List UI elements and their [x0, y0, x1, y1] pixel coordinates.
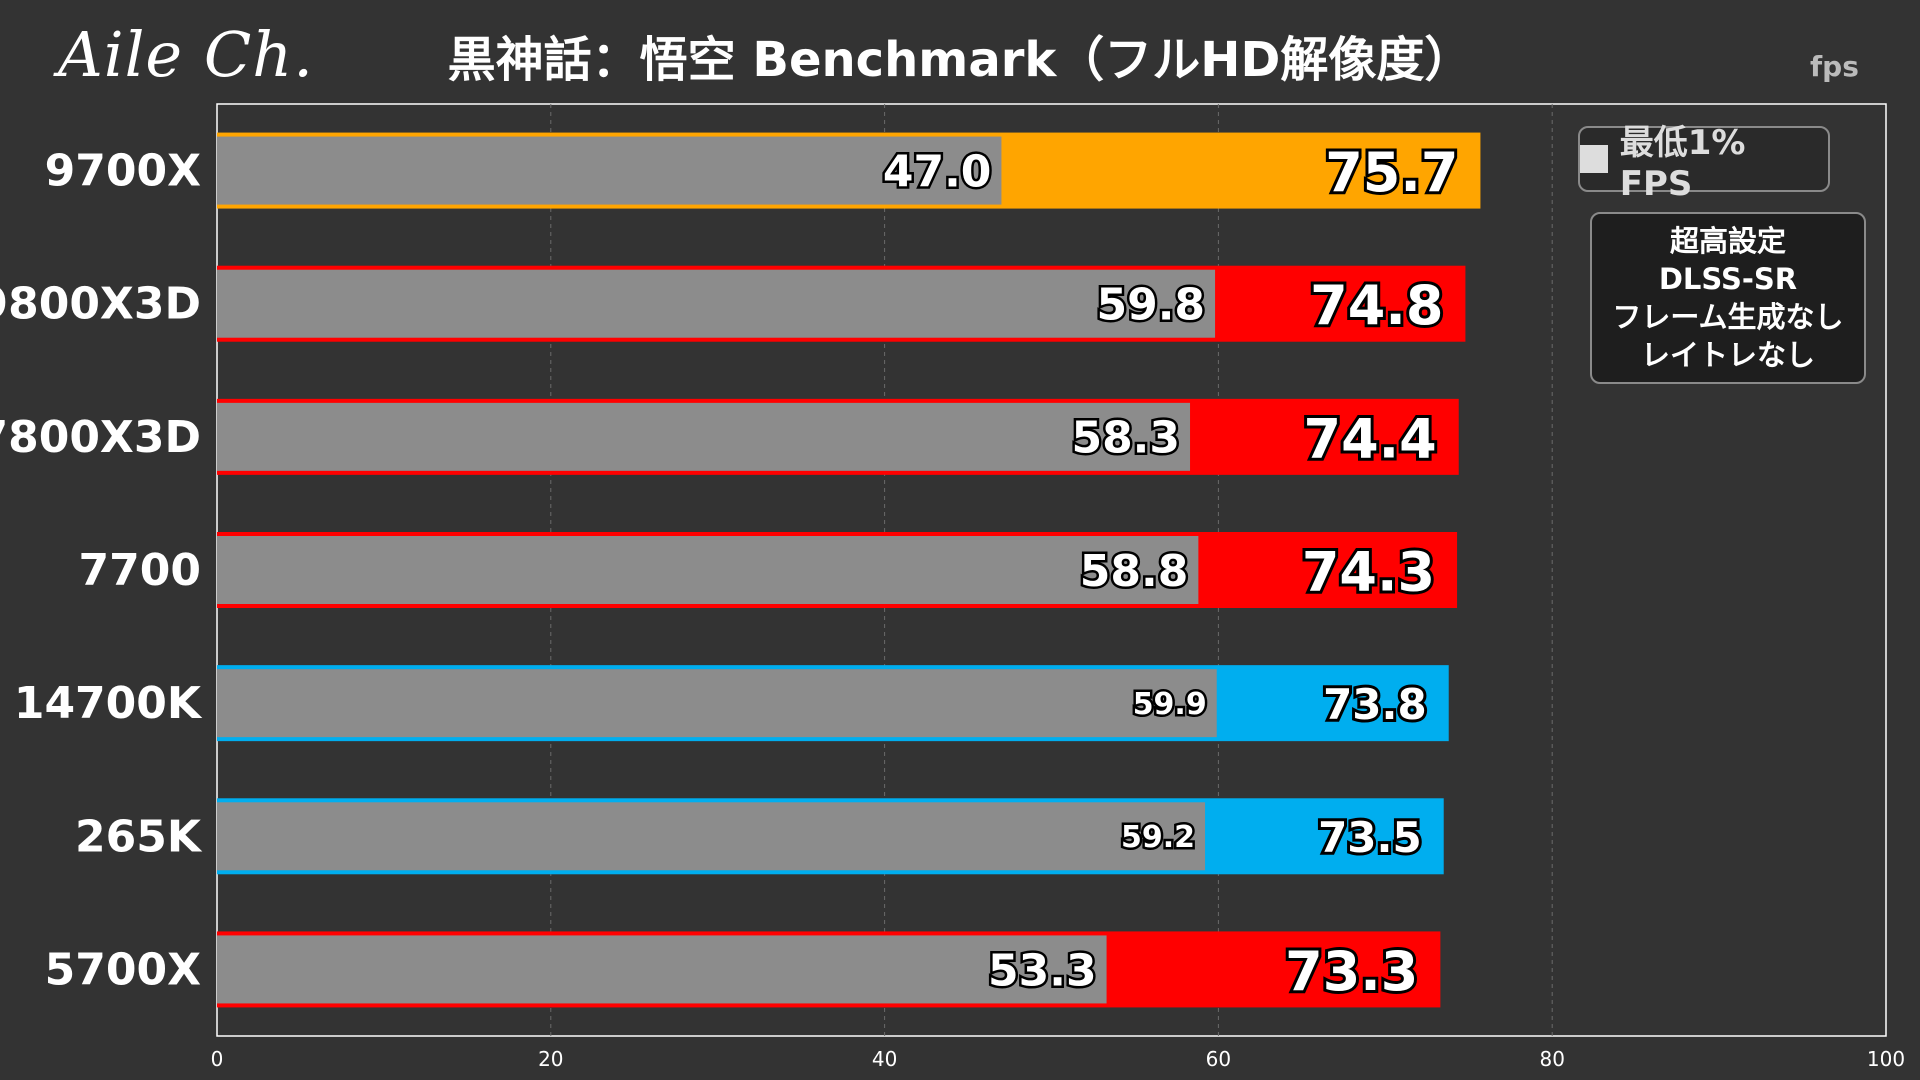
- channel-logo: Aile Ch.: [58, 18, 314, 91]
- settings-line: 超高設定: [1669, 224, 1786, 258]
- category-label: 265K: [75, 811, 203, 862]
- min-value-label: 47.0: [883, 146, 992, 197]
- settings-line: DLSS-SR: [1658, 262, 1798, 296]
- min-bar: [217, 935, 1107, 1004]
- settings-line: レイトレなし: [1640, 338, 1815, 372]
- min-bar: [217, 269, 1216, 338]
- avg-value-label: 75.7: [1325, 141, 1458, 204]
- min-value-label: 59.8: [1096, 280, 1205, 331]
- category-label: 5700X: [45, 944, 201, 995]
- legend-swatch: [1580, 145, 1608, 173]
- avg-value-label: 73.8: [1323, 680, 1427, 729]
- min-value-label: 58.8: [1080, 546, 1189, 597]
- avg-value-label: 73.3: [1285, 940, 1418, 1003]
- avg-value-label: 73.5: [1318, 813, 1422, 862]
- x-tick-label: 20: [538, 1047, 563, 1071]
- x-tick-label: 0: [211, 1047, 224, 1071]
- category-label: 9800X3D: [0, 279, 201, 330]
- x-tick-label: 100: [1867, 1047, 1905, 1071]
- avg-value-label: 74.4: [1304, 407, 1437, 470]
- category-label: 9700X: [45, 146, 201, 197]
- x-tick-label: 40: [872, 1047, 897, 1071]
- min-value-label: 59.2: [1121, 820, 1195, 855]
- min-bar: [217, 136, 1002, 205]
- legend-label: 最低1% FPS: [1619, 122, 1746, 204]
- min-bar: [217, 402, 1191, 471]
- min-bar: [217, 669, 1217, 738]
- chart-title: 黒神話：悟空 Benchmark（フルHD解像度）: [447, 32, 1473, 88]
- x-tick-label: 80: [1539, 1047, 1564, 1071]
- min-value-label: 59.9: [1133, 687, 1207, 722]
- x-tick-label: 60: [1206, 1047, 1231, 1071]
- legend: 最低1% FPS: [1578, 123, 1830, 204]
- category-label: 14700K: [14, 678, 203, 729]
- min-bar: [217, 802, 1206, 871]
- axes: 0 20 40 60 80 100: [211, 1047, 1905, 1071]
- unit-label: fps: [1810, 50, 1859, 83]
- min-value-label: 53.3: [988, 945, 1097, 996]
- settings-line: フレーム生成なし: [1612, 300, 1844, 334]
- min-value-label: 58.3: [1071, 413, 1180, 464]
- settings-box: 超高設定 DLSS-SR フレーム生成なし レイトレなし: [1590, 212, 1866, 384]
- bars: [217, 132, 1481, 1008]
- avg-value-label: 74.3: [1302, 541, 1435, 604]
- avg-value-label: 74.8: [1310, 274, 1443, 337]
- min-bar: [217, 536, 1199, 604]
- category-label: 7700: [79, 545, 201, 596]
